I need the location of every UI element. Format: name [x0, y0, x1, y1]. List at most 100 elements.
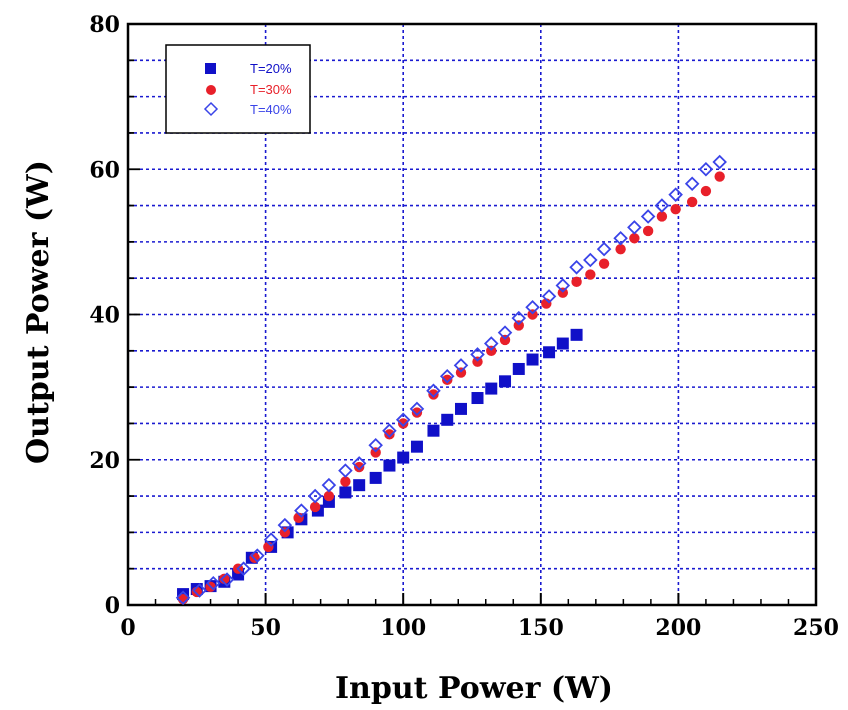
- data-point: [499, 375, 512, 388]
- legend-box: [165, 44, 311, 134]
- tick-marks: [127, 59, 817, 605]
- legend-marker-square: [205, 63, 216, 74]
- data-point: [307, 488, 323, 504]
- data-point: [428, 389, 439, 400]
- data-point: [175, 590, 191, 606]
- data-point: [453, 358, 469, 373]
- data-point: [642, 225, 654, 237]
- data-point: [613, 230, 628, 246]
- data-point: [309, 501, 321, 513]
- data-point: [353, 461, 365, 473]
- x-tick-label: 0: [120, 615, 135, 641]
- data-point: [294, 503, 309, 518]
- data-point: [426, 383, 441, 399]
- data-point: [668, 187, 683, 202]
- y-tick-label: 0: [105, 593, 120, 619]
- data-point: [338, 463, 353, 478]
- data-point: [556, 337, 569, 350]
- data-points: [175, 154, 727, 606]
- data-point: [395, 412, 411, 428]
- x-axis-title: Input Power (W): [335, 671, 613, 706]
- data-point: [583, 252, 598, 268]
- data-point: [397, 451, 410, 464]
- data-point: [615, 243, 626, 255]
- data-point: [411, 407, 423, 418]
- data-point: [598, 258, 610, 269]
- data-point: [383, 459, 396, 472]
- data-point: [277, 517, 293, 533]
- legend-marker-circle: [206, 85, 216, 95]
- data-point: [340, 476, 351, 487]
- data-point: [684, 176, 700, 192]
- data-point: [570, 328, 583, 341]
- data-point: [497, 325, 513, 340]
- legend-marker-diamond: [203, 101, 219, 117]
- data-point: [410, 440, 423, 453]
- data-point: [470, 347, 485, 362]
- data-point: [541, 289, 557, 304]
- data-point: [698, 161, 714, 177]
- data-point: [471, 392, 484, 405]
- data-point: [569, 260, 584, 275]
- x-tick-label: 150: [518, 615, 564, 641]
- data-point: [700, 185, 712, 197]
- data-point: [526, 353, 539, 366]
- data-point: [511, 310, 527, 326]
- legend-item-2: T=40%: [203, 101, 292, 117]
- series-0: [177, 328, 583, 601]
- data-point: [485, 382, 498, 395]
- data-point: [714, 171, 725, 182]
- legend-label-2: T=40%: [250, 102, 292, 117]
- plot-frame: [126, 22, 818, 607]
- data-point: [427, 424, 440, 437]
- data-point: [454, 402, 467, 415]
- y-tick-label: 60: [89, 157, 120, 183]
- grid: [128, 24, 816, 605]
- data-point: [686, 196, 698, 208]
- data-point: [250, 548, 265, 563]
- data-point: [263, 532, 279, 547]
- data-point: [596, 241, 612, 257]
- y-tick-label: 20: [89, 448, 120, 474]
- data-point: [656, 211, 668, 222]
- data-point: [398, 418, 409, 429]
- data-point: [654, 198, 670, 213]
- data-point: [712, 154, 727, 170]
- data-point: [351, 456, 367, 471]
- data-point: [409, 401, 425, 417]
- y-tick-label: 80: [89, 12, 120, 38]
- series-2: [175, 154, 727, 606]
- x-tick-label: 200: [655, 615, 701, 641]
- data-point: [483, 336, 499, 351]
- data-point: [339, 486, 352, 499]
- data-point: [525, 299, 540, 315]
- data-point: [206, 575, 221, 591]
- x-tick-label: 50: [250, 615, 281, 641]
- tick-labels: 0 50 100 150 200 250 0 20 40 60 80: [89, 12, 839, 641]
- data-point: [439, 368, 455, 384]
- legend-label-1: T=30%: [250, 82, 292, 97]
- legend-label-0: T=20%: [250, 61, 292, 76]
- legend-item-1: T=30%: [206, 82, 292, 97]
- data-point: [585, 269, 596, 280]
- data-point: [629, 233, 640, 244]
- data-point: [192, 583, 207, 598]
- data-point: [441, 413, 454, 426]
- data-point: [369, 471, 382, 484]
- data-point: [368, 437, 383, 453]
- data-point: [384, 429, 395, 440]
- data-point: [236, 561, 251, 576]
- data-point: [640, 209, 656, 224]
- data-point: [219, 572, 235, 587]
- data-point: [382, 423, 397, 438]
- data-point: [670, 203, 681, 215]
- x-tick-label: 100: [380, 615, 426, 641]
- data-point: [543, 346, 556, 359]
- data-point: [571, 276, 582, 288]
- x-tick-label: 250: [793, 615, 839, 641]
- data-point: [323, 490, 335, 502]
- y-tick-label: 40: [89, 303, 120, 329]
- data-point: [321, 477, 337, 493]
- legend: T=20% T=30% T=40%: [165, 44, 311, 134]
